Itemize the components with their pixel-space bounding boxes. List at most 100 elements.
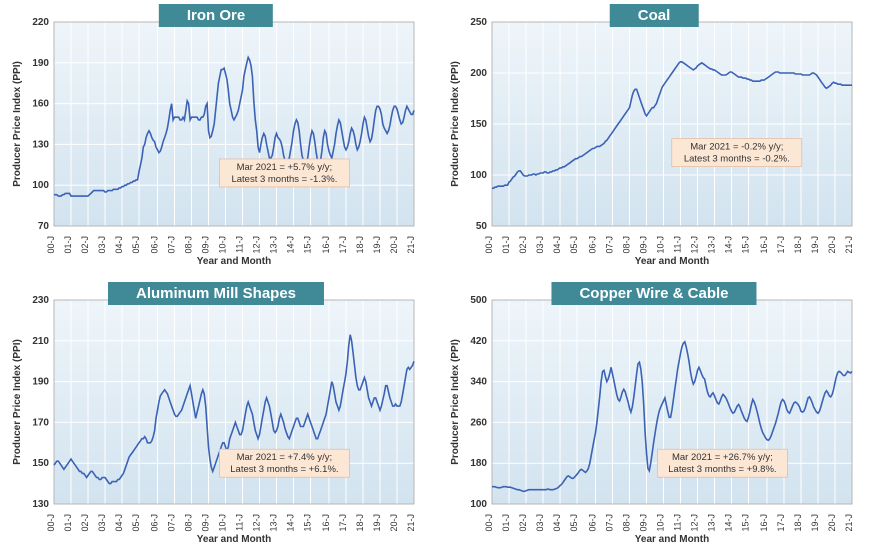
- x-tick-label: 06-J: [587, 514, 597, 532]
- y-tick-label: 130: [32, 499, 49, 510]
- x-tick-label: 10-J: [217, 236, 227, 254]
- x-tick-label: 17-J: [776, 236, 786, 254]
- x-tick-label: 17-J: [338, 236, 348, 254]
- x-tick-label: 05-J: [569, 514, 579, 532]
- chart-svg: 7010013016019022000-J01-J02-J03-J04-J05-…: [6, 6, 426, 268]
- y-tick-label: 260: [470, 417, 487, 428]
- x-tick-label: 13-J: [707, 236, 717, 254]
- x-tick-label: 13-J: [707, 514, 717, 532]
- x-tick-label: 16-J: [321, 236, 331, 254]
- x-tick-label: 19-J: [372, 236, 382, 254]
- callout-line-1: Mar 2021 = +5.7% y/y;: [237, 162, 333, 173]
- x-tick-label: 09-J: [638, 514, 648, 532]
- y-tick-label: 100: [470, 499, 487, 510]
- x-tick-label: 04-J: [552, 236, 562, 254]
- x-tick-label: 19-J: [810, 514, 820, 532]
- x-tick-label: 06-J: [149, 514, 159, 532]
- x-tick-label: 07-J: [604, 514, 614, 532]
- x-tick-label: 03-J: [97, 236, 107, 254]
- x-tick-label: 11-J: [235, 236, 245, 253]
- x-tick-label: 02-J: [518, 514, 528, 532]
- x-tick-label: 10-J: [655, 236, 665, 254]
- chart-svg: 13015017019021023000-J01-J02-J03-J04-J05…: [6, 284, 426, 546]
- callout-line-1: Mar 2021 = -0.2% y/y;: [690, 142, 783, 153]
- x-tick-label: 11-J: [673, 514, 683, 531]
- x-tick-label: 15-J: [741, 236, 751, 254]
- x-tick-label: 08-J: [183, 514, 193, 532]
- callout-line-2: Latest 3 months = +9.8%.: [668, 464, 776, 475]
- y-tick-label: 190: [32, 377, 49, 388]
- x-tick-label: 05-J: [131, 236, 141, 254]
- y-tick-label: 210: [32, 336, 49, 347]
- x-tick-label: 14-J: [286, 514, 296, 532]
- x-tick-label: 14-J: [286, 236, 296, 254]
- x-tick-label: 05-J: [131, 514, 141, 532]
- y-tick-label: 50: [476, 221, 488, 232]
- chart-panel: Iron Ore7010013016019022000-J01-J02-J03-…: [6, 6, 426, 272]
- x-tick-label: 21-J: [844, 514, 854, 532]
- x-tick-label: 15-J: [303, 236, 313, 254]
- x-tick-label: 02-J: [80, 514, 90, 532]
- x-tick-label: 19-J: [372, 514, 382, 532]
- x-tick-label: 12-J: [690, 236, 700, 254]
- x-tick-label: 19-J: [810, 236, 820, 254]
- x-tick-label: 20-J: [827, 236, 837, 254]
- chart-panel: Aluminum Mill Shapes13015017019021023000…: [6, 284, 426, 550]
- y-tick-label: 500: [470, 295, 487, 306]
- x-tick-label: 00-J: [484, 514, 494, 532]
- y-tick-label: 160: [32, 99, 49, 110]
- x-tick-label: 20-J: [389, 514, 399, 532]
- x-tick-label: 08-J: [621, 236, 631, 254]
- x-tick-label: 18-J: [355, 514, 365, 532]
- chart-svg: 5010015020025000-J01-J02-J03-J04-J05-J06…: [444, 6, 864, 268]
- x-tick-label: 01-J: [501, 514, 511, 532]
- chart-svg: 10018026034042050000-J01-J02-J03-J04-J05…: [444, 284, 864, 546]
- x-tick-label: 18-J: [793, 236, 803, 254]
- y-axis-label: Producer Price Index (PPI): [12, 339, 23, 465]
- x-tick-label: 09-J: [200, 236, 210, 254]
- x-tick-label: 16-J: [321, 514, 331, 532]
- x-tick-label: 11-J: [235, 514, 245, 531]
- x-tick-label: 08-J: [621, 514, 631, 532]
- x-tick-label: 16-J: [759, 514, 769, 532]
- x-axis-label: Year and Month: [635, 534, 709, 545]
- x-tick-label: 16-J: [759, 236, 769, 254]
- x-tick-label: 01-J: [63, 514, 73, 532]
- x-tick-label: 09-J: [200, 514, 210, 532]
- x-tick-label: 12-J: [690, 514, 700, 532]
- y-tick-label: 250: [470, 17, 487, 28]
- chart-panel: Coal5010015020025000-J01-J02-J03-J04-J05…: [444, 6, 864, 272]
- y-tick-label: 420: [470, 336, 487, 347]
- x-tick-label: 07-J: [166, 514, 176, 532]
- x-tick-label: 04-J: [114, 514, 124, 532]
- x-tick-label: 02-J: [80, 236, 90, 254]
- y-tick-label: 150: [32, 458, 49, 469]
- x-tick-label: 01-J: [63, 236, 73, 254]
- y-tick-label: 190: [32, 58, 49, 69]
- x-tick-label: 05-J: [569, 236, 579, 254]
- x-tick-label: 12-J: [252, 236, 262, 254]
- x-tick-label: 15-J: [741, 514, 751, 532]
- x-tick-label: 21-J: [406, 514, 416, 532]
- x-tick-label: 03-J: [97, 514, 107, 532]
- y-axis-label: Producer Price Index (PPI): [12, 61, 23, 187]
- x-tick-label: 06-J: [149, 236, 159, 254]
- y-axis-label: Producer Price Index (PPI): [450, 61, 461, 187]
- x-tick-label: 00-J: [484, 236, 494, 254]
- y-tick-label: 170: [32, 417, 49, 428]
- y-tick-label: 100: [470, 170, 487, 181]
- x-tick-label: 00-J: [46, 236, 56, 254]
- x-axis-label: Year and Month: [197, 534, 271, 545]
- x-tick-label: 07-J: [604, 236, 614, 254]
- callout-line-2: Latest 3 months = +6.1%.: [230, 464, 338, 475]
- y-tick-label: 70: [38, 221, 50, 232]
- x-tick-label: 17-J: [776, 514, 786, 532]
- x-tick-label: 18-J: [793, 514, 803, 532]
- x-tick-label: 04-J: [114, 236, 124, 254]
- callout-line-2: Latest 3 months = -0.2%.: [684, 154, 790, 165]
- y-tick-label: 340: [470, 377, 487, 388]
- callout-line-1: Mar 2021 = +7.4% y/y;: [237, 452, 333, 463]
- chart-title: Aluminum Mill Shapes: [108, 282, 324, 305]
- y-tick-label: 220: [32, 17, 49, 28]
- x-tick-label: 20-J: [827, 514, 837, 532]
